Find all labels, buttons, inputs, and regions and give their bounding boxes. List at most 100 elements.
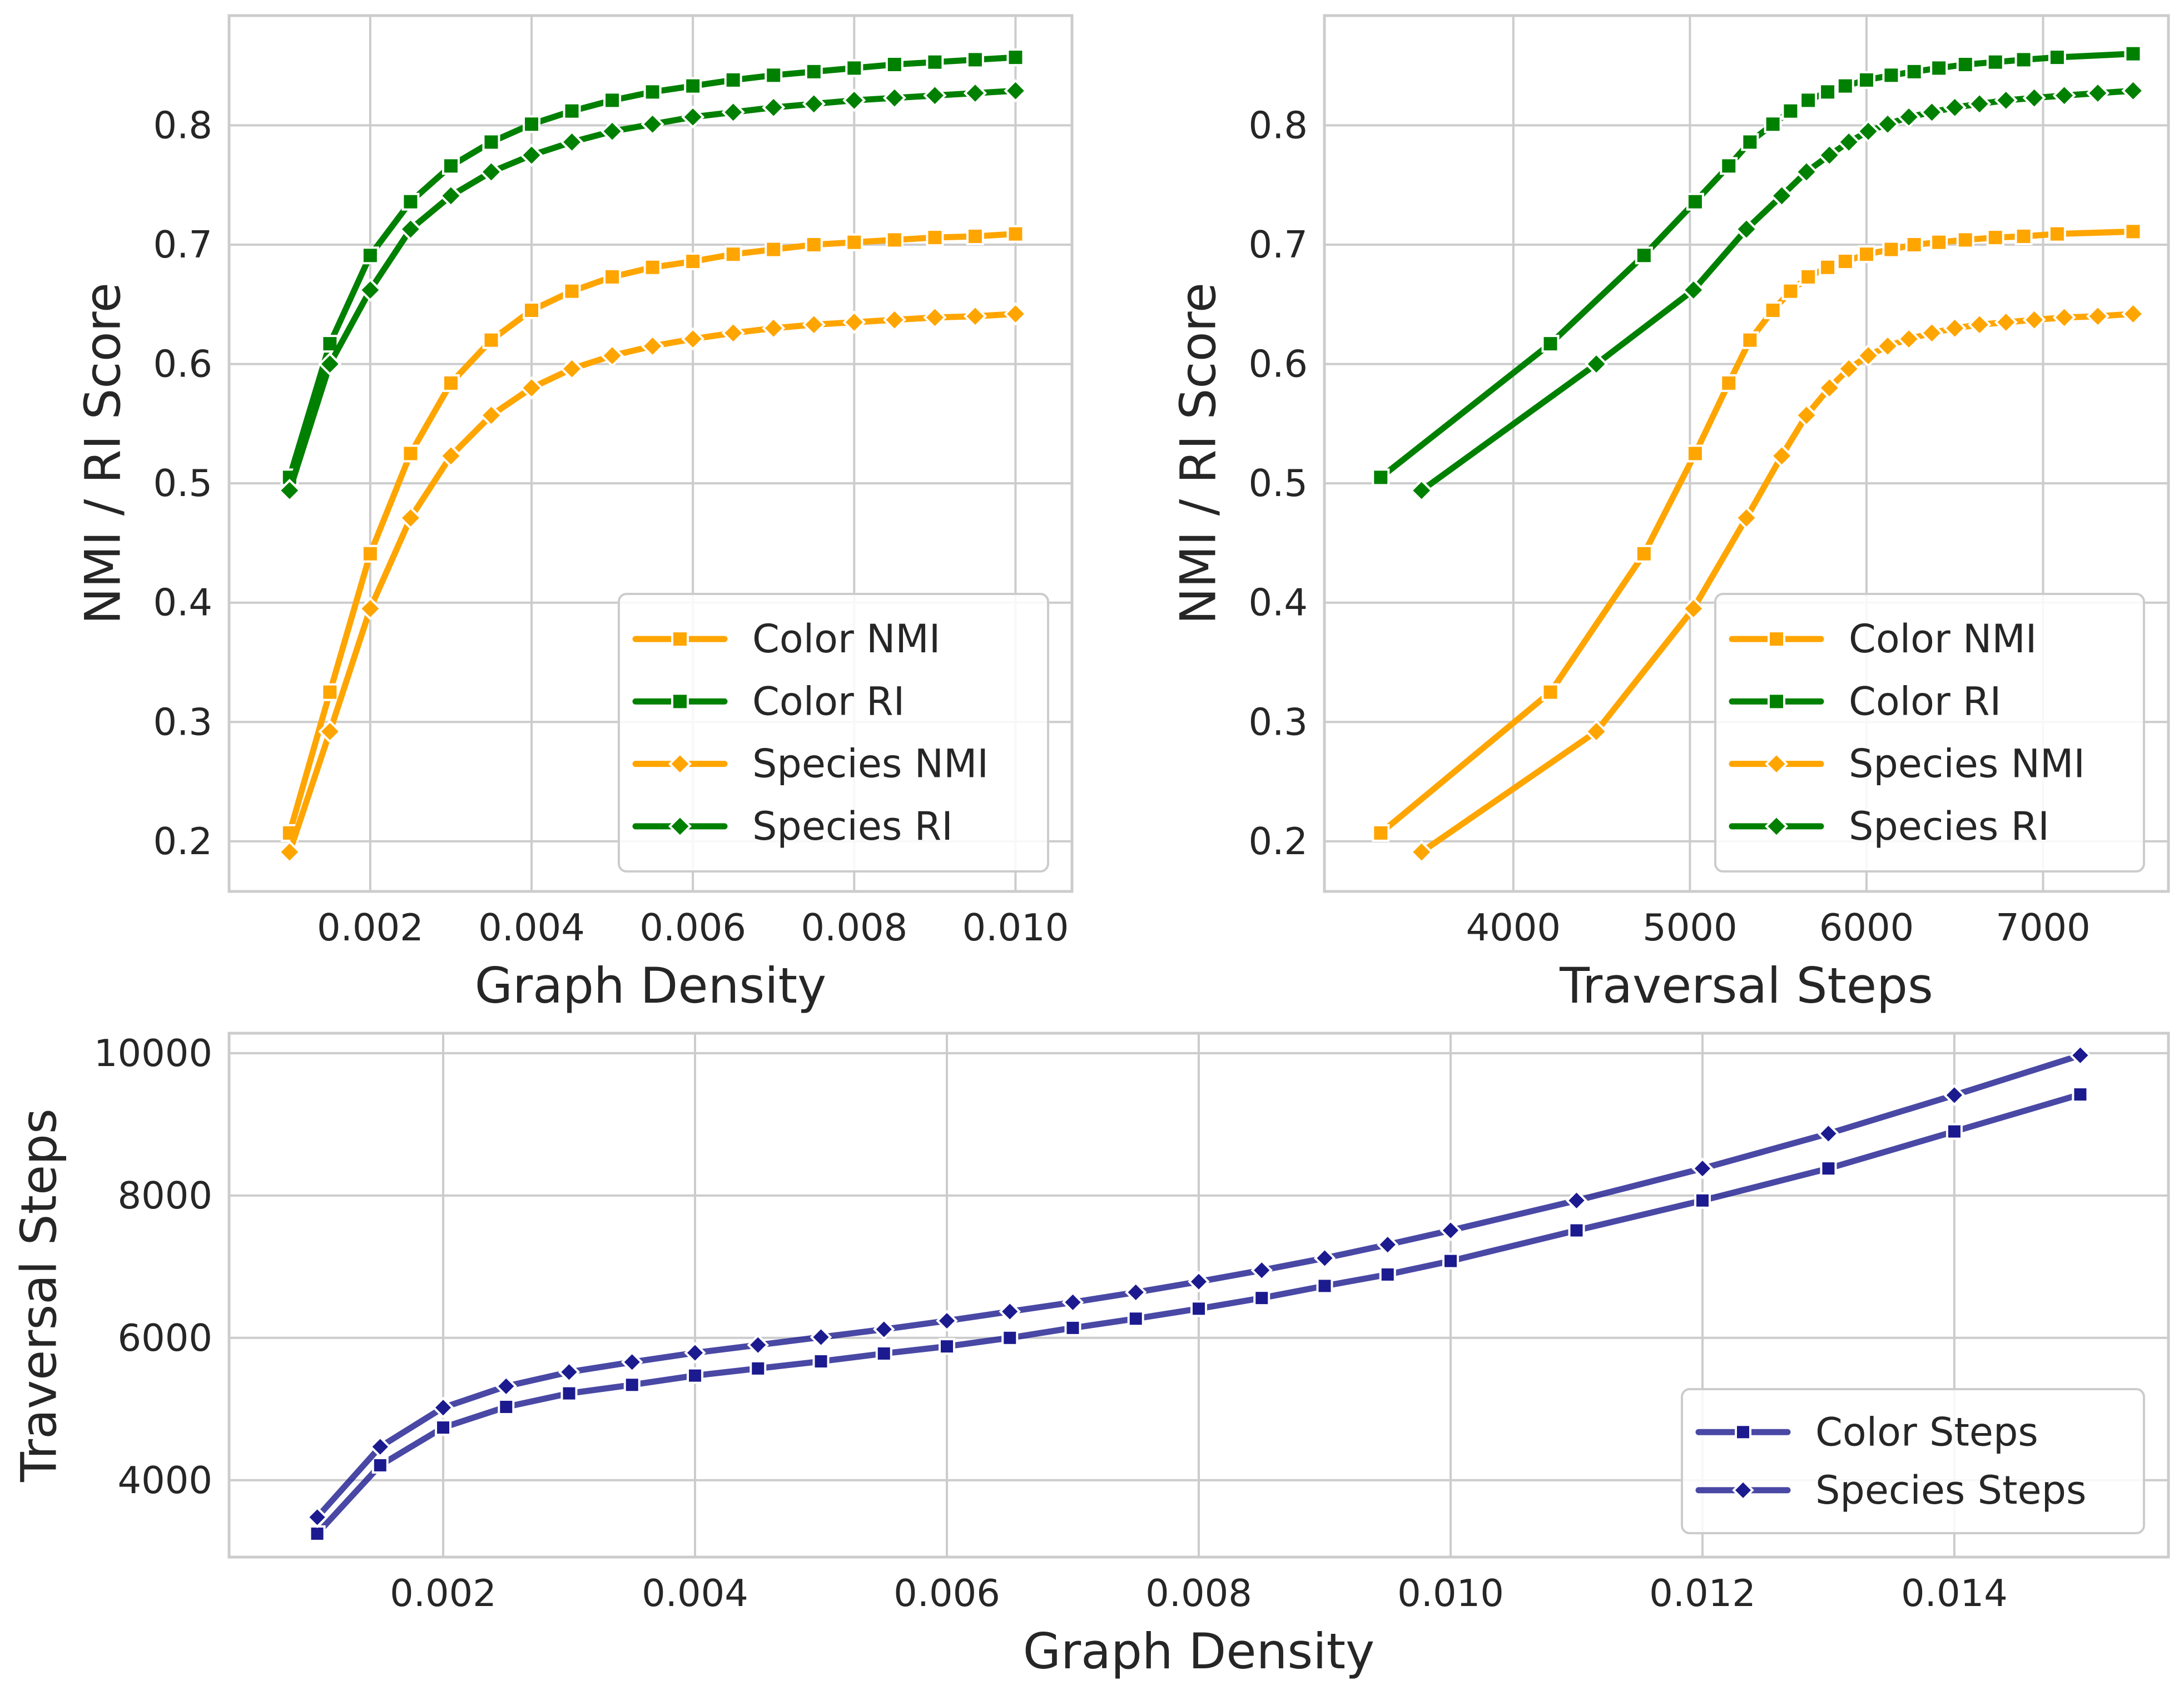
data-point — [1125, 1281, 1147, 1304]
y-tick-label: 0.4 — [153, 581, 212, 625]
data-point — [1006, 225, 1025, 243]
data-point — [2124, 44, 2142, 63]
data-point — [1635, 246, 1653, 265]
data-point — [1818, 376, 1841, 400]
data-point — [1943, 1084, 1965, 1107]
data-point — [600, 120, 624, 143]
data-point — [1897, 327, 1921, 351]
data-point — [1061, 1291, 1084, 1314]
chart-top-right: 4000 5000 6000 7000 0.2 0.3 0.4 0.5 0.6 0.7 0.8 Tra… — [1170, 14, 2170, 1014]
legend-item: Species RI — [632, 804, 953, 849]
data-point — [523, 115, 541, 133]
x-tick-label: 0.006 — [894, 1572, 1000, 1615]
legend-box — [1714, 593, 2145, 873]
x-tick-label: 7000 — [1996, 906, 2091, 949]
data-point — [747, 1334, 770, 1356]
y-axis-label: NMI / RI Score — [1170, 282, 1227, 625]
data-point — [277, 840, 301, 864]
data-point — [1565, 1189, 1588, 1212]
data-point — [802, 92, 826, 116]
data-point — [939, 1338, 956, 1355]
data-point — [358, 597, 382, 621]
data-point — [1372, 824, 1390, 842]
data-point — [441, 374, 460, 392]
x-tick-label: 0.010 — [1397, 1572, 1504, 1615]
data-point — [721, 321, 745, 345]
data-point — [439, 444, 463, 468]
data-point — [2086, 304, 2109, 328]
data-point — [1635, 544, 1653, 563]
data-point — [643, 83, 662, 101]
data-point — [842, 310, 866, 334]
data-point — [885, 231, 904, 249]
x-tick-label: 0.002 — [317, 906, 424, 949]
data-point — [966, 51, 984, 69]
data-point — [401, 192, 420, 211]
data-point — [560, 130, 584, 154]
series-species-nmi — [277, 302, 1028, 864]
data-point — [1681, 597, 1705, 621]
legend-item: Species NMI — [632, 741, 989, 787]
legend-item: Color NMI — [1729, 616, 2037, 662]
data-point — [371, 1456, 389, 1474]
data-point — [318, 720, 342, 744]
data-point — [1857, 120, 1880, 143]
data-point — [1004, 79, 1028, 103]
data-point — [2014, 227, 2033, 245]
data-point — [2052, 83, 2076, 107]
legend-label: Species NMI — [752, 741, 989, 787]
data-point — [1585, 720, 1609, 744]
chart-bottom: 0.002 0.004 0.006 0.008 0.010 0.012 0.014 4000 6… — [11, 1032, 2170, 1680]
data-point — [2072, 1086, 2089, 1103]
axes-frame — [227, 1032, 2170, 1559]
data-point — [882, 86, 906, 110]
data-point — [882, 308, 906, 332]
x-tick-label: 6000 — [1819, 906, 1914, 949]
data-point — [2052, 305, 2076, 329]
data-point — [519, 143, 544, 167]
series-line — [314, 1052, 2083, 1520]
data-point — [1857, 245, 1875, 264]
y-tick-label: 0.7 — [1248, 223, 1308, 266]
data-point — [1818, 143, 1841, 167]
data-point — [1943, 96, 1967, 120]
data-point — [2048, 48, 2066, 67]
data-point — [1001, 1329, 1019, 1346]
data-point — [681, 105, 705, 129]
legend-label: Color RI — [752, 678, 905, 724]
data-point — [643, 258, 662, 276]
data-point — [926, 53, 944, 71]
chart-top-left: 0.002 0.004 0.006 0.008 0.010 0.2 0.3 0.4 0.5 0.6… — [75, 14, 1074, 1014]
data-point — [805, 235, 823, 254]
data-point — [681, 327, 705, 351]
data-point — [321, 683, 339, 701]
data-point — [1986, 229, 2004, 247]
data-point — [1741, 331, 1759, 349]
y-tick-label: 4000 — [117, 1459, 212, 1502]
y-tick-label: 0.2 — [153, 820, 212, 863]
y-tick-label: 0.2 — [1248, 820, 1308, 863]
data-point — [1819, 258, 1837, 276]
data-point — [2124, 222, 2142, 241]
data-point — [519, 376, 544, 400]
legend-item: Species RI — [1729, 804, 2049, 849]
data-point — [479, 403, 503, 427]
data-point — [432, 1396, 454, 1419]
series-color-steps — [309, 1086, 2089, 1542]
y-tick-label: 10000 — [94, 1032, 212, 1075]
data-point — [1127, 1310, 1144, 1327]
data-point — [401, 444, 420, 463]
data-point — [309, 1525, 326, 1542]
data-point — [361, 246, 379, 265]
data-point — [2022, 308, 2046, 332]
data-point — [724, 245, 742, 264]
y-tick-label: 0.5 — [1248, 462, 1308, 505]
data-point — [1837, 130, 1861, 154]
data-point — [621, 1351, 643, 1374]
series-species-nmi — [1409, 302, 2145, 864]
y-tick-label: 0.3 — [153, 700, 212, 744]
data-point — [1764, 301, 1782, 320]
data-point — [1770, 184, 1794, 208]
data-point — [1379, 1266, 1396, 1283]
